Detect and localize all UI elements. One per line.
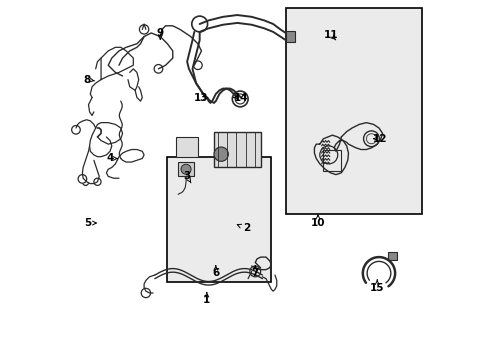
Text: 3: 3 [183,171,190,181]
Text: 7: 7 [251,268,259,278]
Text: 1: 1 [203,295,210,305]
Bar [178,162,194,176]
Text: 6: 6 [212,268,219,278]
Bar [387,252,396,260]
Bar [176,137,198,157]
Bar [323,149,341,171]
Text: 10: 10 [310,218,325,228]
Bar [285,31,294,42]
Text: 12: 12 [372,134,386,144]
Text: 13: 13 [193,93,207,103]
Text: 8: 8 [83,75,91,85]
Bar [285,8,421,214]
Text: 11: 11 [323,30,337,40]
Bar [167,157,271,282]
Circle shape [214,147,228,161]
Text: 15: 15 [369,283,384,293]
Text: 4: 4 [106,153,114,163]
Circle shape [181,164,191,174]
Bar [214,132,260,167]
Text: 5: 5 [83,218,91,228]
Text: 9: 9 [156,28,163,38]
Text: 14: 14 [233,93,248,103]
Text: 2: 2 [242,224,249,233]
